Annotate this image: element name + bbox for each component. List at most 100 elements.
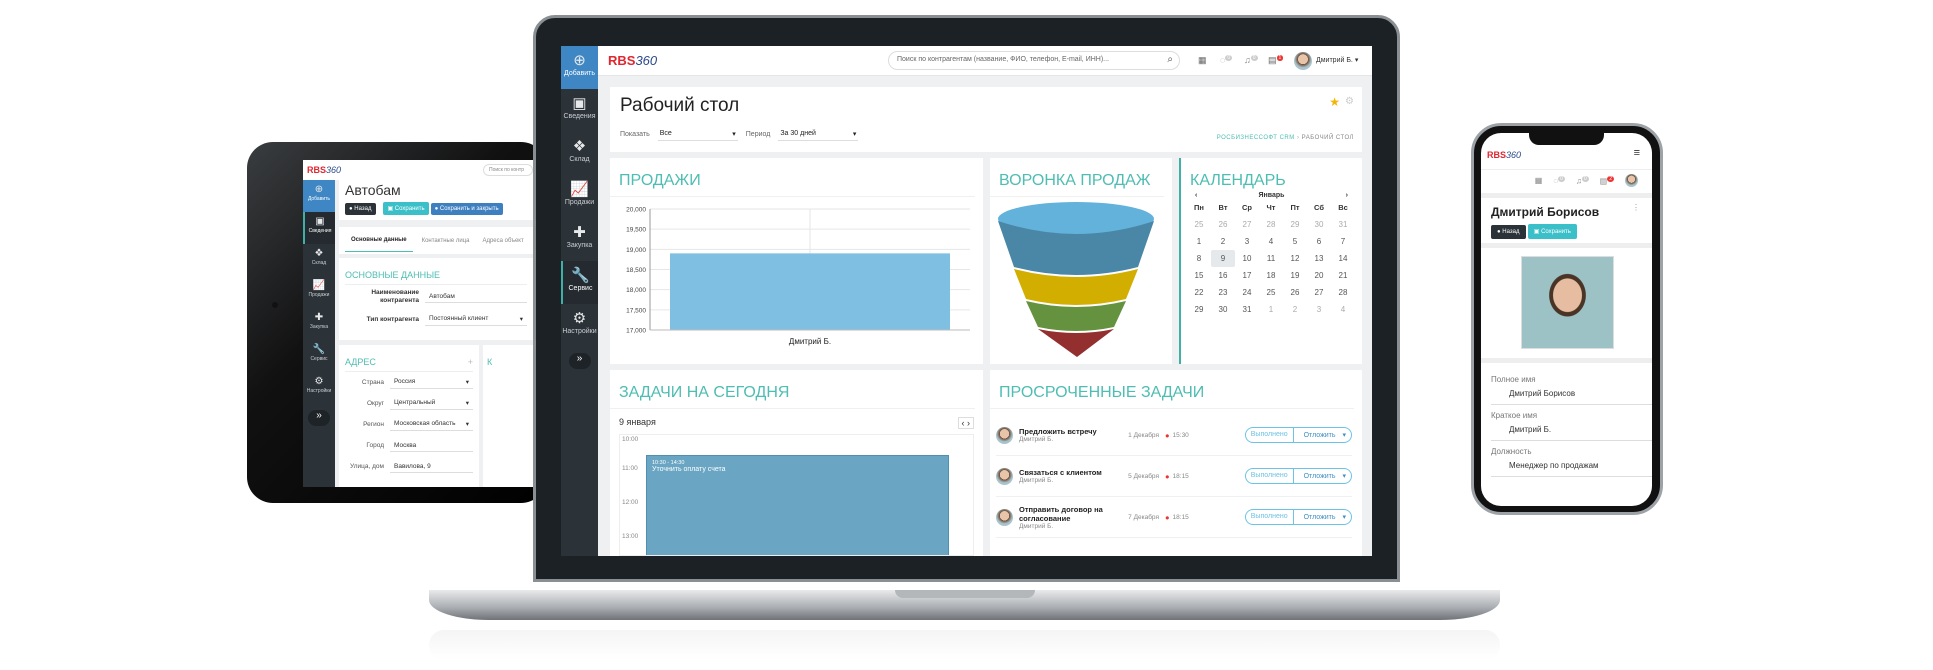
calendar-day[interactable]: 27 [1242,220,1252,229]
done-button[interactable]: Выполнено [1250,472,1288,479]
field-value[interactable]: Менеджер по продажам [1491,458,1652,477]
prev-month-button[interactable]: ‹ [1195,192,1198,199]
tab-addresses[interactable]: Адреса объект [482,237,524,244]
task-title[interactable]: Отправить договор на согласование [1019,504,1103,523]
calendar-day[interactable]: 30 [1218,305,1228,314]
calendar-day[interactable]: 26 [1290,288,1300,297]
sidebar-item-plus-circle[interactable]: ⊕ Добавить [303,180,335,212]
address-field[interactable]: Город Москва [345,435,473,456]
calendar-day[interactable]: 23 [1218,288,1228,297]
calendar-day[interactable]: 29 [1194,305,1204,314]
calendar-day[interactable]: 25 [1266,288,1276,297]
calendar-day[interactable]: 13 [1314,254,1324,263]
calendar-day[interactable]: 28 [1338,288,1348,297]
calendar-day[interactable]: 1 [1268,305,1274,314]
address-field[interactable]: Регион Московская область ▾ [345,414,473,435]
breadcrumb-home[interactable]: РОСБИЗНЕССОФТ CRM [1216,135,1295,141]
calendar-day[interactable]: 19 [1290,271,1300,280]
avatar[interactable] [1294,52,1312,70]
bell-icon[interactable]: ♫ 0 [1575,175,1589,186]
sidebar-item-boxes[interactable]: ❖ Склад [303,244,335,276]
address-field[interactable]: Улица, дом Вавилова, 9 [345,456,473,477]
calendar-day[interactable]: 7 [1340,237,1346,246]
overdue-task-row[interactable]: Связаться с клиентом Дмитрий Б. 5 Декабря ●… [996,456,1352,497]
calendar-day[interactable]: 6 [1316,237,1322,246]
bell-icon[interactable]: ♫ 0 [1244,55,1258,65]
calendar-day[interactable]: 30 [1314,220,1324,229]
logo[interactable]: RBS360 [307,165,342,175]
calendar-day[interactable]: 4 [1340,305,1346,314]
calendar-day[interactable]: 27 [1314,288,1324,297]
add-address-icon[interactable]: + [467,357,473,367]
calendar-day[interactable]: 10 [1242,254,1252,263]
calendar-day[interactable]: 15 [1194,271,1204,280]
messages-icon[interactable]: ◌ 0 [1553,175,1565,186]
tab-contacts[interactable]: Контактные лица [421,237,470,244]
sidebar-item-plus-circle[interactable]: ⊕ Добавить [561,46,598,89]
type-select[interactable]: Постоянный клиент ▾ [425,313,527,326]
tasks-icon[interactable]: ▤ 1 [1268,55,1284,65]
calendar-day[interactable]: 12 [1290,254,1300,263]
sidebar-item-id-card[interactable]: ▣ Сведения [561,89,598,132]
tasks-icon[interactable]: ▤ 2 [1599,175,1614,186]
calendar-day[interactable]: 20 [1314,271,1324,280]
calendar-day[interactable]: 28 [1266,220,1276,229]
sidebar-item-wrench[interactable]: 🔧 Сервис [303,340,335,372]
sidebar-item-plus[interactable]: ✚ Закупка [561,218,598,261]
sidebar-item-plus[interactable]: ✚ Закупка [303,308,335,340]
avatar[interactable] [1625,174,1638,187]
expand-sidebar-button[interactable]: » [308,410,330,426]
back-button[interactable]: ● Назад [1491,225,1526,239]
overdue-task-row[interactable]: Предложить встречу Дмитрий Б. 1 Декабря ● 15… [996,415,1352,456]
calendar-day[interactable]: 3 [1244,237,1250,246]
calendar-day[interactable]: 25 [1194,220,1204,229]
calendar-day[interactable]: 18 [1266,271,1276,280]
address-field[interactable]: Страна Россия ▾ [345,372,473,393]
calendar-day[interactable]: 17 [1242,271,1252,280]
field-value[interactable]: Дмитрий Борисов [1491,386,1652,405]
sidebar-item-wrench[interactable]: 🔧 Сервис [561,261,598,304]
done-button[interactable]: Выполнено [1250,513,1288,520]
widgets-icon[interactable]: ⚙ [1345,96,1354,107]
postpone-button[interactable]: Отложить ▾ [1292,510,1351,524]
sidebar-item-gear[interactable]: ⚙ Настройки [561,304,598,347]
search-input[interactable]: Поиск по контр [483,164,533,176]
calendar-day[interactable]: 31 [1242,305,1252,314]
next-month-button[interactable]: › [1345,192,1348,199]
calendar-day[interactable]: 16 [1218,271,1228,280]
calendar-day[interactable]: 9 [1211,250,1235,267]
calendar-day[interactable]: 31 [1338,220,1348,229]
calendar-day[interactable]: 26 [1218,220,1228,229]
sidebar-item-chart-line[interactable]: 📈 Продажи [303,276,335,308]
calendar-day[interactable]: 8 [1196,254,1202,263]
calendar-day[interactable]: 24 [1242,288,1252,297]
sidebar-item-boxes[interactable]: ❖ Склад [561,132,598,175]
done-button[interactable]: Выполнено [1250,431,1288,438]
task-title[interactable]: Связаться с клиентом [1019,468,1102,477]
search-icon[interactable]: ⌕ [1167,54,1173,65]
task-title[interactable]: Предложить встречу [1019,427,1097,436]
calendar-day[interactable]: 11 [1266,254,1276,263]
tab-main[interactable]: Основные данные [345,229,413,252]
save-button[interactable]: ▣ Сохранить [1527,224,1577,239]
calendar-day[interactable]: 3 [1316,305,1322,314]
save-close-button[interactable]: ● Сохранить и закрыть [430,203,503,215]
messages-icon[interactable]: ◌ 0 [1220,55,1233,65]
hamburger-menu-icon[interactable]: ≡ [1633,147,1640,159]
calendar-day[interactable]: 14 [1338,254,1348,263]
sidebar-item-chart-line[interactable]: 📈 Продажи [561,175,598,218]
calendar-day[interactable]: 2 [1292,305,1298,314]
address-field[interactable]: Округ Центральный ▾ [345,393,473,414]
calendar-icon[interactable]: ▦ [1198,55,1207,65]
calendar-day[interactable]: 22 [1194,288,1204,297]
event-block[interactable]: 10:30 - 14:30 Уточнить оплату счета [646,455,949,555]
day-pager[interactable]: ‹ › [957,417,974,429]
logo[interactable]: RBS360 [1487,150,1522,160]
search-input[interactable]: Поиск по контрагентам (название, ФИО, те… [888,51,1180,70]
save-button[interactable]: ▣ Сохранить [383,202,429,215]
postpone-button[interactable]: Отложить ▾ [1292,469,1351,483]
logo[interactable]: RBS360 [608,53,658,68]
postpone-button[interactable]: Отложить ▾ [1292,428,1351,442]
field-value[interactable]: Дмитрий Б. [1491,422,1652,441]
calendar-day[interactable]: 4 [1268,237,1274,246]
